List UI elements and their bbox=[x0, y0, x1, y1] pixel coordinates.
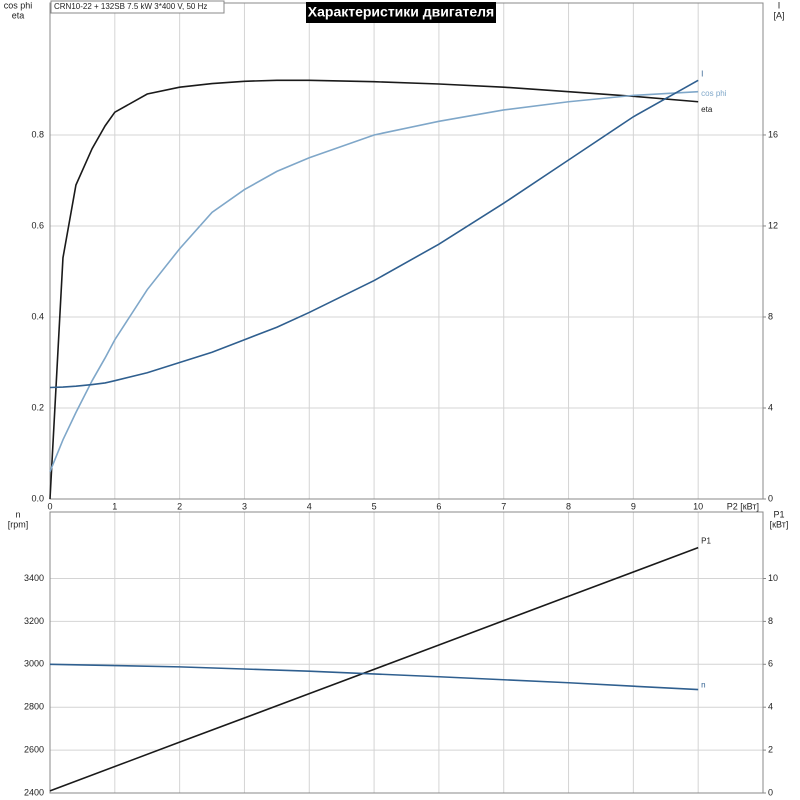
x-tick-label: 0 bbox=[47, 501, 52, 511]
x-tick-label: 3 bbox=[242, 501, 247, 511]
y2-tick-label: 6 bbox=[768, 659, 773, 669]
y-tick-label: 3200 bbox=[24, 616, 44, 626]
x-tick-label: 9 bbox=[631, 501, 636, 511]
y-tick-label: 2400 bbox=[24, 787, 44, 797]
y2-tick-label: 4 bbox=[768, 702, 773, 712]
series-line bbox=[49, 79, 699, 389]
series-label: cos phi bbox=[701, 89, 727, 98]
y-tick-label: 2600 bbox=[24, 744, 44, 754]
y2-axis-label: I bbox=[778, 0, 781, 10]
y-tick-label: 0.0 bbox=[31, 493, 44, 503]
y-axis-label: n bbox=[15, 509, 20, 519]
y-tick-label: 0.8 bbox=[31, 129, 44, 139]
plot-frame bbox=[49, 511, 764, 794]
y-axis-label: eta bbox=[12, 10, 25, 20]
y2-tick-label: 10 bbox=[768, 573, 778, 583]
y2-axis-label: [A] bbox=[773, 10, 784, 20]
y-tick-label: 3000 bbox=[24, 659, 44, 669]
subtitle-box bbox=[50, 0, 225, 14]
y2-axis-label: [кВт] bbox=[770, 519, 789, 529]
x-tick-label: 8 bbox=[566, 501, 571, 511]
series-line bbox=[49, 546, 699, 792]
chart-title: Характеристики двигателя bbox=[308, 4, 494, 20]
plot-area bbox=[50, 3, 763, 499]
x-tick-label: 6 bbox=[436, 501, 441, 511]
y-axis-label: [rpm] bbox=[8, 519, 29, 529]
y-tick-label: 3400 bbox=[24, 573, 44, 583]
y2-tick-label: 0 bbox=[768, 493, 773, 503]
y-tick-label: 2800 bbox=[24, 702, 44, 712]
series-label: P1 bbox=[701, 537, 711, 546]
chart-subtitle: CRN10-22 + 132SB 7.5 kW 3*400 V, 50 Hz bbox=[54, 2, 207, 11]
series-line bbox=[49, 79, 699, 500]
x-tick-label: 1 bbox=[112, 501, 117, 511]
x-tick-label: 2 bbox=[177, 501, 182, 511]
y2-axis-label: P1 bbox=[773, 509, 784, 519]
y2-tick-label: 2 bbox=[768, 744, 773, 754]
series-line bbox=[49, 663, 699, 691]
x-tick-label: 4 bbox=[307, 501, 312, 511]
y-tick-label: 0.6 bbox=[31, 220, 44, 230]
x-tick-label: 5 bbox=[372, 501, 377, 511]
y2-tick-label: 4 bbox=[768, 402, 773, 412]
y2-tick-label: 8 bbox=[768, 311, 773, 321]
x-tick-label: 10 bbox=[693, 501, 703, 511]
series-line bbox=[49, 90, 699, 473]
series-label: eta bbox=[701, 105, 713, 114]
x-axis-label: P2 [кВт] bbox=[727, 501, 759, 511]
y2-tick-label: 12 bbox=[768, 220, 778, 230]
y-tick-label: 0.2 bbox=[31, 402, 44, 412]
x-tick-label: 7 bbox=[501, 501, 506, 511]
y2-tick-label: 0 bbox=[768, 787, 773, 797]
series-label: I bbox=[701, 69, 703, 78]
y2-tick-label: 8 bbox=[768, 616, 773, 626]
y2-tick-label: 16 bbox=[768, 129, 778, 139]
y-tick-label: 0.4 bbox=[31, 311, 44, 321]
series-label: n bbox=[701, 681, 705, 690]
y-axis-label: cos phi bbox=[4, 0, 33, 10]
title-box bbox=[306, 2, 496, 23]
